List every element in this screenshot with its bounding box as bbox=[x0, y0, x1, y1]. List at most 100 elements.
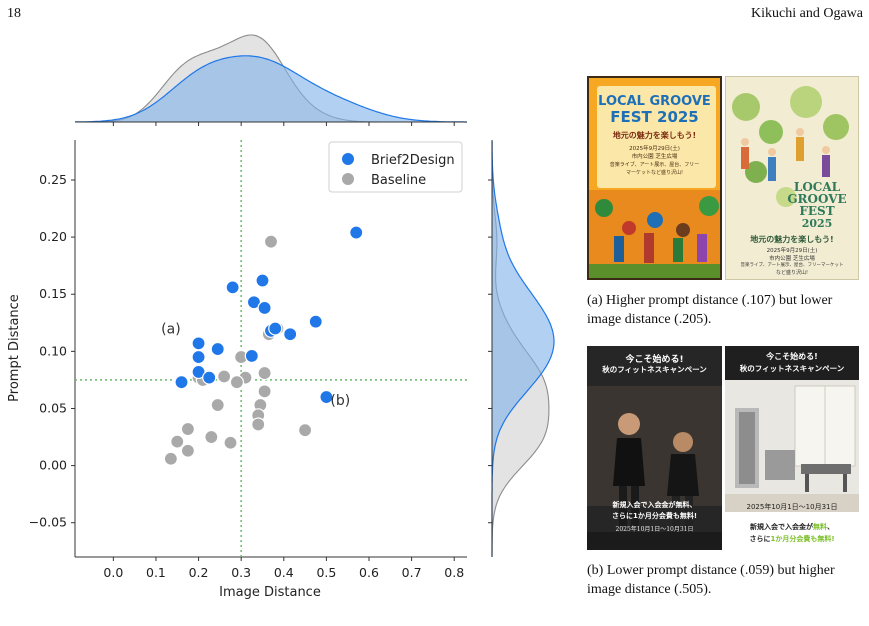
poster-a-right-desc1: 音楽ライブ、アート展示、屋台、フリーマーケット bbox=[740, 263, 844, 268]
baseline-point bbox=[180, 421, 196, 437]
poster-a-left-desc2: マーケットなど盛り沢山! bbox=[625, 170, 683, 176]
x-tick-label: 0.7 bbox=[402, 565, 422, 580]
brief2design-point bbox=[319, 389, 334, 405]
x-tick-label: 0.1 bbox=[146, 565, 166, 580]
right-kde-brief2design-fill bbox=[492, 140, 554, 557]
baseline-point bbox=[217, 369, 232, 384]
poster-a-left-title2: FEST 2025 bbox=[610, 108, 699, 126]
poster-b-right-offer1-highlight: 無料 bbox=[813, 523, 827, 531]
baseline-point bbox=[257, 384, 272, 399]
baseline-point bbox=[163, 451, 178, 466]
top-marginal-kde bbox=[75, 34, 467, 126]
poster-b-left-title1: 今こそ始める! bbox=[625, 355, 684, 365]
x-axis-label: Image Distance bbox=[219, 585, 321, 600]
top-kde-brief2design-fill bbox=[75, 55, 467, 122]
poster-b-right-offer1-post: 、 bbox=[827, 523, 834, 531]
baseline-point bbox=[251, 417, 266, 432]
y-tick-label: 0.20 bbox=[39, 229, 67, 244]
poster-b-right-offer2-pre: さらに bbox=[749, 535, 771, 543]
brief2design-point bbox=[225, 280, 240, 295]
poster-a-right-title2: GROOVE bbox=[787, 192, 847, 206]
running-head: Kikuchi and Ogawa bbox=[751, 6, 863, 21]
poster-b-left-title2: 秋のフィットネスキャンペーン bbox=[602, 365, 707, 374]
poster-b-right: 今こそ始める! 秋のフィットネスキャンペーン 2025年10月1日〜10月31日… bbox=[725, 346, 859, 550]
poster-b-left-offer1: 新規入会で入会金が無料、 bbox=[612, 501, 697, 509]
poster-b-right-date: 2025年10月1日〜10月31日 bbox=[746, 503, 838, 511]
main-scatter-plot: 0.0 0.1 0.2 0.3 0.4 0.5 0.6 0.7 0.8 −0.05 0.00 0.05… bbox=[29, 140, 467, 580]
poster-a-left-date: 2025年9月29日(土) bbox=[629, 146, 680, 152]
baseline-point bbox=[204, 429, 219, 445]
x-tick-label: 0.0 bbox=[103, 565, 123, 580]
page-number: 18 bbox=[7, 6, 21, 21]
brief2design-point bbox=[349, 225, 364, 240]
brief2design-point bbox=[244, 348, 259, 364]
x-tick-label: 0.5 bbox=[316, 565, 336, 580]
legend-label-baseline: Baseline bbox=[371, 173, 426, 188]
baseline-point bbox=[210, 397, 225, 413]
x-tick-label: 0.8 bbox=[444, 565, 464, 580]
poster-a-right-subtitle: 地元の魅力を楽しもう! bbox=[750, 235, 834, 244]
baseline-point bbox=[257, 365, 272, 381]
legend-marker-brief2design bbox=[341, 152, 355, 166]
legend-label-brief2design: Brief2Design bbox=[371, 153, 455, 168]
poster-a-right-illustration bbox=[726, 77, 858, 279]
right-marginal-kde bbox=[488, 140, 555, 557]
poster-b-right-offer2-highlight: 1か月分会費も無料! bbox=[770, 535, 835, 543]
brief2design-point bbox=[210, 341, 225, 357]
poster-a-left-subtitle: 地元の魅力を楽しもう! bbox=[612, 131, 697, 140]
poster-b-right-title1: 今こそ始める! bbox=[766, 352, 818, 361]
legend-marker-baseline bbox=[341, 172, 355, 186]
brief2design-point bbox=[283, 327, 298, 342]
y-tick-label: 0.15 bbox=[39, 286, 67, 301]
baseline-point bbox=[229, 375, 245, 390]
poster-b-right-offer2: さらに1か月分会費も無料! bbox=[725, 534, 859, 544]
caption-b: (b) Lower prompt distance (.059) but hig… bbox=[587, 563, 835, 597]
baseline-point bbox=[223, 435, 238, 450]
x-tick-label: 0.2 bbox=[189, 565, 209, 580]
poster-a-left-title1: LOCAL GROOVE bbox=[598, 94, 711, 109]
y-tick-label: 0.25 bbox=[39, 172, 67, 187]
baseline-point bbox=[170, 434, 185, 449]
poster-b-right-offer1: 新規入会で入会金が無料、 bbox=[725, 522, 859, 532]
brief2design-point bbox=[174, 375, 189, 390]
poster-a-left: LOCAL GROOVE FEST 2025 地元の魅力を楽しもう! 2025年… bbox=[587, 76, 722, 280]
baseline-point bbox=[297, 423, 313, 438]
poster-a-right-date: 2025年9月29日(土) bbox=[766, 248, 818, 254]
y-tick-label: −0.05 bbox=[29, 515, 67, 530]
poster-a-right: LOCAL GROOVE FEST 2025 地元の魅力を楽しもう! 2025年… bbox=[725, 76, 859, 280]
poster-b-left: 今こそ始める! 秋のフィットネスキャンペーン 新規入会で入会金が無料、 さらに1… bbox=[587, 346, 722, 550]
poster-a-right-title3: FEST bbox=[799, 204, 835, 218]
top-kde-brief2design-line bbox=[75, 55, 467, 123]
baseline-point bbox=[263, 234, 279, 249]
poster-b-right-title2: 秋のフィットネスキャンペーン bbox=[739, 364, 845, 373]
poster-a-left-illustration bbox=[589, 78, 720, 278]
poster-a-right-venue: 市内公園 芝生広場 bbox=[769, 256, 815, 262]
x-tick-label: 0.6 bbox=[359, 565, 379, 580]
poster-a-right-title1: LOCAL bbox=[793, 180, 841, 194]
y-tick-label: 0.05 bbox=[39, 400, 67, 415]
brief2design-point bbox=[191, 349, 206, 365]
baseline-point bbox=[180, 443, 196, 458]
brief2design-point bbox=[268, 321, 283, 336]
brief2design-point bbox=[191, 336, 206, 351]
annotation-label: (b) bbox=[330, 393, 350, 409]
brief2design-point bbox=[255, 273, 270, 288]
poster-b-left-photo bbox=[587, 346, 722, 550]
brief2design-point bbox=[202, 370, 217, 385]
poster-a-right-desc2: など盛り沢山! bbox=[775, 270, 808, 276]
page-header: 18 Kikuchi and Ogawa bbox=[0, 6, 869, 26]
x-tick-label: 0.3 bbox=[231, 565, 251, 580]
poster-a-right-title4: 2025 bbox=[801, 217, 833, 230]
y-tick-label: 0.00 bbox=[39, 458, 67, 473]
poster-b-left-offer2: さらに1か月分会費も無料! bbox=[611, 512, 698, 520]
brief2design-point bbox=[308, 314, 323, 329]
chart-legend: Brief2Design Baseline bbox=[328, 141, 463, 193]
poster-b-right-photo bbox=[725, 346, 859, 550]
y-tick-label: 0.10 bbox=[39, 343, 67, 358]
poster-b-right-offer1-pre: 新規入会で入会金が bbox=[750, 523, 813, 531]
poster-b-left-date: 2025年10月1日〜10月31日 bbox=[615, 526, 694, 533]
poster-a-left-desc1: 音楽ライブ、アート展示、屋台、フリー bbox=[609, 162, 700, 168]
annotation-label: (a) bbox=[161, 321, 181, 337]
brief2design-point bbox=[257, 300, 272, 316]
